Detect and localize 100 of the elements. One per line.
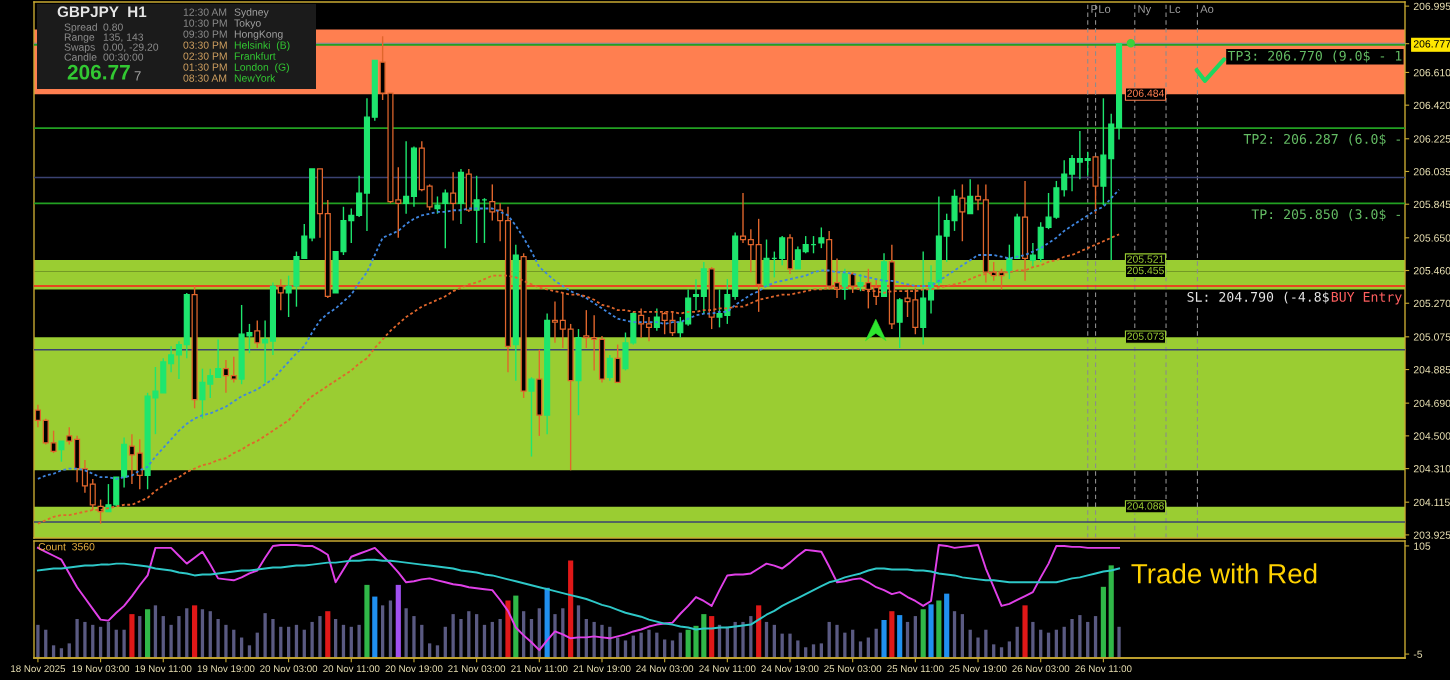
annotation: 135, 143: [103, 33, 144, 43]
x-tick-label: 24 Nov 11:00: [699, 665, 756, 673]
bar: [200, 609, 205, 658]
annotation: Helsinki (B): [234, 41, 290, 51]
bar: [897, 615, 903, 658]
candlestick: [473, 175, 480, 244]
x-tick-label: 25 Nov 03:00: [824, 665, 882, 673]
line-series: [36, 558, 1121, 631]
bar: [357, 624, 361, 658]
bar: [318, 616, 322, 658]
y-tick-label: 206.035: [1413, 167, 1450, 176]
candlestick: [89, 478, 96, 511]
candlestick: [818, 226, 825, 249]
annotation: 01:30 PM: [183, 63, 227, 71]
candlestick: [442, 188, 449, 249]
annotation: Ao: [1200, 5, 1214, 13]
candlestick: [356, 175, 363, 218]
candlestick: [849, 271, 856, 294]
bar: [835, 624, 839, 658]
y-tick-label: 204.885: [1413, 366, 1450, 374]
chart-title: Count 3560: [38, 543, 95, 551]
bar: [498, 619, 502, 658]
candlestick: [959, 183, 966, 242]
annotation: 00:30:00: [103, 53, 144, 61]
bar: [372, 596, 378, 658]
bar: [1070, 619, 1074, 658]
annotation: Frankfurt: [234, 52, 276, 60]
y-tick-label: 205.075: [1413, 333, 1450, 341]
bar: [788, 633, 792, 658]
band-label: 205.455: [1127, 266, 1164, 275]
annotation: SL: 204.790 (-4.8$: [1187, 291, 1329, 304]
y-tick-label: 204.690: [1413, 399, 1450, 408]
ref-line-label: TP: 205.850 (3.0$ -: [1251, 208, 1400, 221]
y-tick-label: 105: [1414, 542, 1431, 550]
candlestick: [262, 319, 269, 384]
bar: [1078, 615, 1082, 658]
candlestick: [645, 316, 653, 342]
bar: [185, 608, 189, 658]
band-label: 204.088: [1127, 502, 1164, 510]
candlestick: [896, 297, 903, 349]
candlestick: [692, 278, 700, 311]
bar: [153, 605, 158, 658]
annotation: Lo: [1099, 5, 1111, 13]
bar: [1022, 605, 1028, 658]
band-label: 205.073: [1127, 332, 1164, 340]
candlestick: [230, 355, 237, 384]
candlestick: [426, 183, 433, 211]
bar: [505, 600, 511, 658]
bar: [467, 611, 471, 658]
bar: [709, 616, 715, 658]
y-tick-label: 206.420: [1413, 101, 1450, 110]
bar: [364, 584, 370, 658]
bar: [380, 605, 385, 658]
annotation: Candle: [64, 53, 97, 61]
y-tick-label: 204.310: [1413, 465, 1450, 473]
candlestick: [34, 404, 41, 428]
annotation: HongKong: [234, 30, 283, 40]
bar: [1108, 565, 1114, 658]
bar: [395, 584, 401, 658]
y-tick-label: 206.777: [1413, 40, 1450, 48]
x-tick-label: 20 Nov 19:00: [385, 665, 443, 673]
bar: [928, 604, 934, 658]
candlestick: [739, 192, 747, 244]
bar: [451, 614, 455, 658]
bar: [83, 621, 87, 658]
candlestick: [489, 183, 496, 222]
annotation: 7: [134, 71, 141, 81]
x-tick-label: 19 Nov 19:00: [197, 665, 255, 673]
candlestick: [1029, 242, 1036, 268]
candlestick: [779, 235, 786, 267]
x-tick-label: 25 Nov 11:00: [887, 665, 944, 673]
bar: [271, 619, 275, 658]
x-tick-label: 26 Nov 03:00: [1012, 665, 1070, 673]
y-tick-label: 205.845: [1413, 200, 1450, 209]
annotation: London (G): [234, 63, 289, 73]
candlestick: [794, 245, 801, 270]
x-tick-label: 18 Nov 2025: [11, 665, 66, 673]
bar: [600, 624, 604, 658]
bar: [388, 600, 393, 658]
candlestick: [1061, 159, 1068, 198]
y-tick-label: 206.610: [1413, 68, 1450, 77]
x-tick-label: 26 Nov 11:00: [1075, 665, 1132, 673]
candlestick: [528, 376, 535, 458]
y-tick-label: -5: [1413, 650, 1423, 658]
ref-line-label: TP2: 206.287 (6.0$ -: [1243, 133, 1400, 146]
annotation: Sydney: [234, 8, 269, 18]
bar: [192, 605, 198, 658]
annotation: 08:30 AM: [183, 74, 227, 82]
candlestick: [42, 417, 49, 446]
annotation: NewYork: [234, 74, 276, 82]
x-tick-label: 19 Nov 11:00: [135, 665, 192, 673]
x-tick-label: 21 Nov 03:00: [448, 665, 506, 673]
candlestick: [974, 183, 982, 211]
candlestick: [591, 314, 598, 372]
x-tick-label: 24 Nov 19:00: [761, 665, 819, 673]
bar: [976, 637, 980, 658]
bar: [889, 611, 895, 658]
y-tick-label: 203.925: [1413, 531, 1450, 539]
x-tick-label: 21 Nov 19:00: [573, 665, 631, 673]
band-label: 206.484: [1127, 89, 1165, 97]
